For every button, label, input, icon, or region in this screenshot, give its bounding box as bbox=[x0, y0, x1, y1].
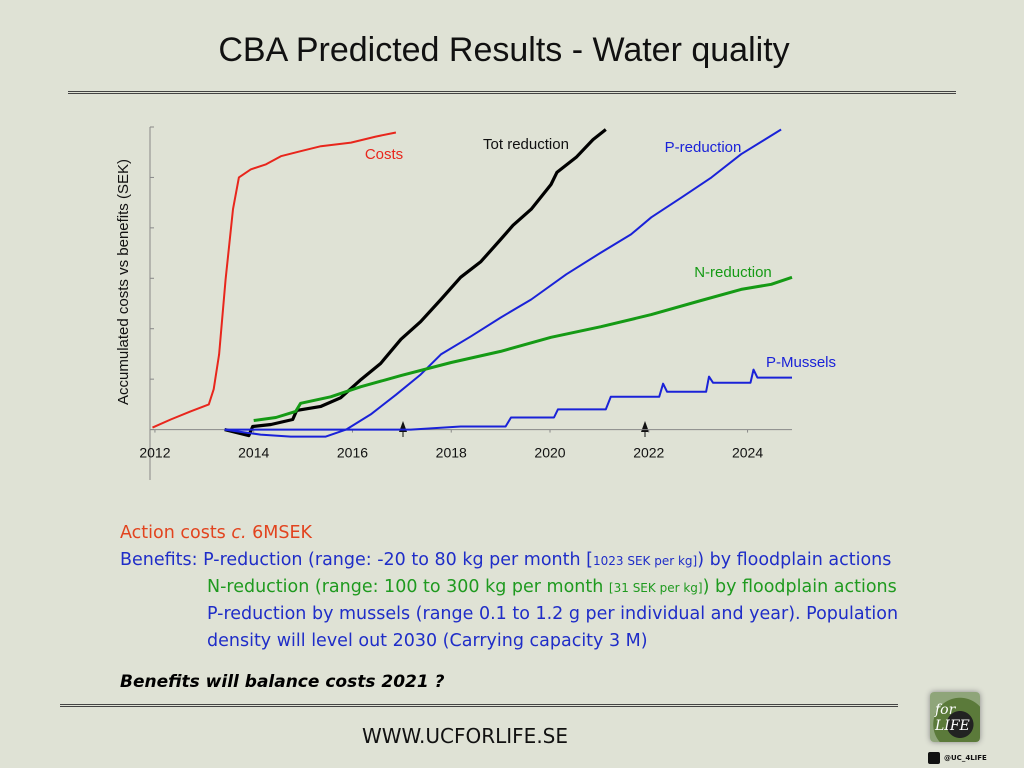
text: Action costs bbox=[120, 523, 232, 543]
notes: Action costs c. 6MSEK Benefits: P-reduct… bbox=[120, 520, 898, 655]
x-tick-label: 2012 bbox=[139, 444, 170, 460]
series-label: P-reduction bbox=[665, 139, 742, 156]
chart-title: CBA Predicted Results - Water quality bbox=[218, 31, 789, 69]
series-line bbox=[224, 368, 792, 431]
series-label: Costs bbox=[365, 146, 403, 163]
text: 6MSEK bbox=[246, 523, 312, 543]
logo: for LIFE bbox=[930, 692, 980, 742]
series-label: P-Mussels bbox=[766, 354, 836, 371]
x-tick-label: 2022 bbox=[633, 444, 664, 460]
x-tick-label: 2024 bbox=[732, 444, 763, 460]
x-tick-label: 2020 bbox=[534, 444, 565, 460]
series-line bbox=[224, 128, 782, 438]
text: ) by floodplain actions bbox=[702, 577, 897, 597]
action-line: Action costs c. 6MSEK bbox=[120, 520, 898, 547]
series-line bbox=[224, 128, 607, 438]
series-line bbox=[253, 275, 793, 422]
x-tick-label: 2014 bbox=[238, 444, 269, 460]
twitter-icon bbox=[928, 752, 940, 764]
top-rule bbox=[68, 91, 956, 94]
y-axis-label: Accumulated costs vs benefits (SEK) bbox=[115, 159, 132, 405]
mussels-line: density will level out 2030 (Carrying ca… bbox=[207, 631, 648, 651]
handle: @UC_4LIFE bbox=[944, 754, 987, 762]
text: 1023 SEK per kg] bbox=[592, 554, 698, 568]
logo-text: for LIFE bbox=[935, 702, 970, 734]
x-tick-label: 2018 bbox=[436, 444, 467, 460]
x-tick-label: 2016 bbox=[337, 444, 368, 460]
bottom-rule bbox=[60, 704, 898, 707]
series-line bbox=[152, 131, 397, 429]
series-label: Tot reduction bbox=[483, 136, 569, 153]
footer-url: WWW.UCFORLIFE.SE bbox=[362, 724, 569, 748]
series-label: N-reduction bbox=[694, 264, 772, 281]
text: N-reduction (range: 100 to 300 kg per mo… bbox=[207, 577, 609, 597]
text: c. bbox=[231, 523, 247, 543]
n-line: N-reduction (range: 100 to 300 kg per mo… bbox=[120, 574, 898, 601]
text: [31 SEK per kg] bbox=[608, 581, 703, 595]
mussels-line: P-reduction by mussels (range 0.1 to 1.2… bbox=[207, 604, 899, 624]
text: Benefits: P-reduction (range: -20 to 80 … bbox=[120, 550, 593, 570]
benefits-line: Benefits: P-reduction (range: -20 to 80 … bbox=[120, 547, 898, 574]
conclusion: Benefits will balance costs 2021 ? bbox=[120, 672, 445, 692]
text: ) by floodplain actions bbox=[697, 550, 892, 570]
